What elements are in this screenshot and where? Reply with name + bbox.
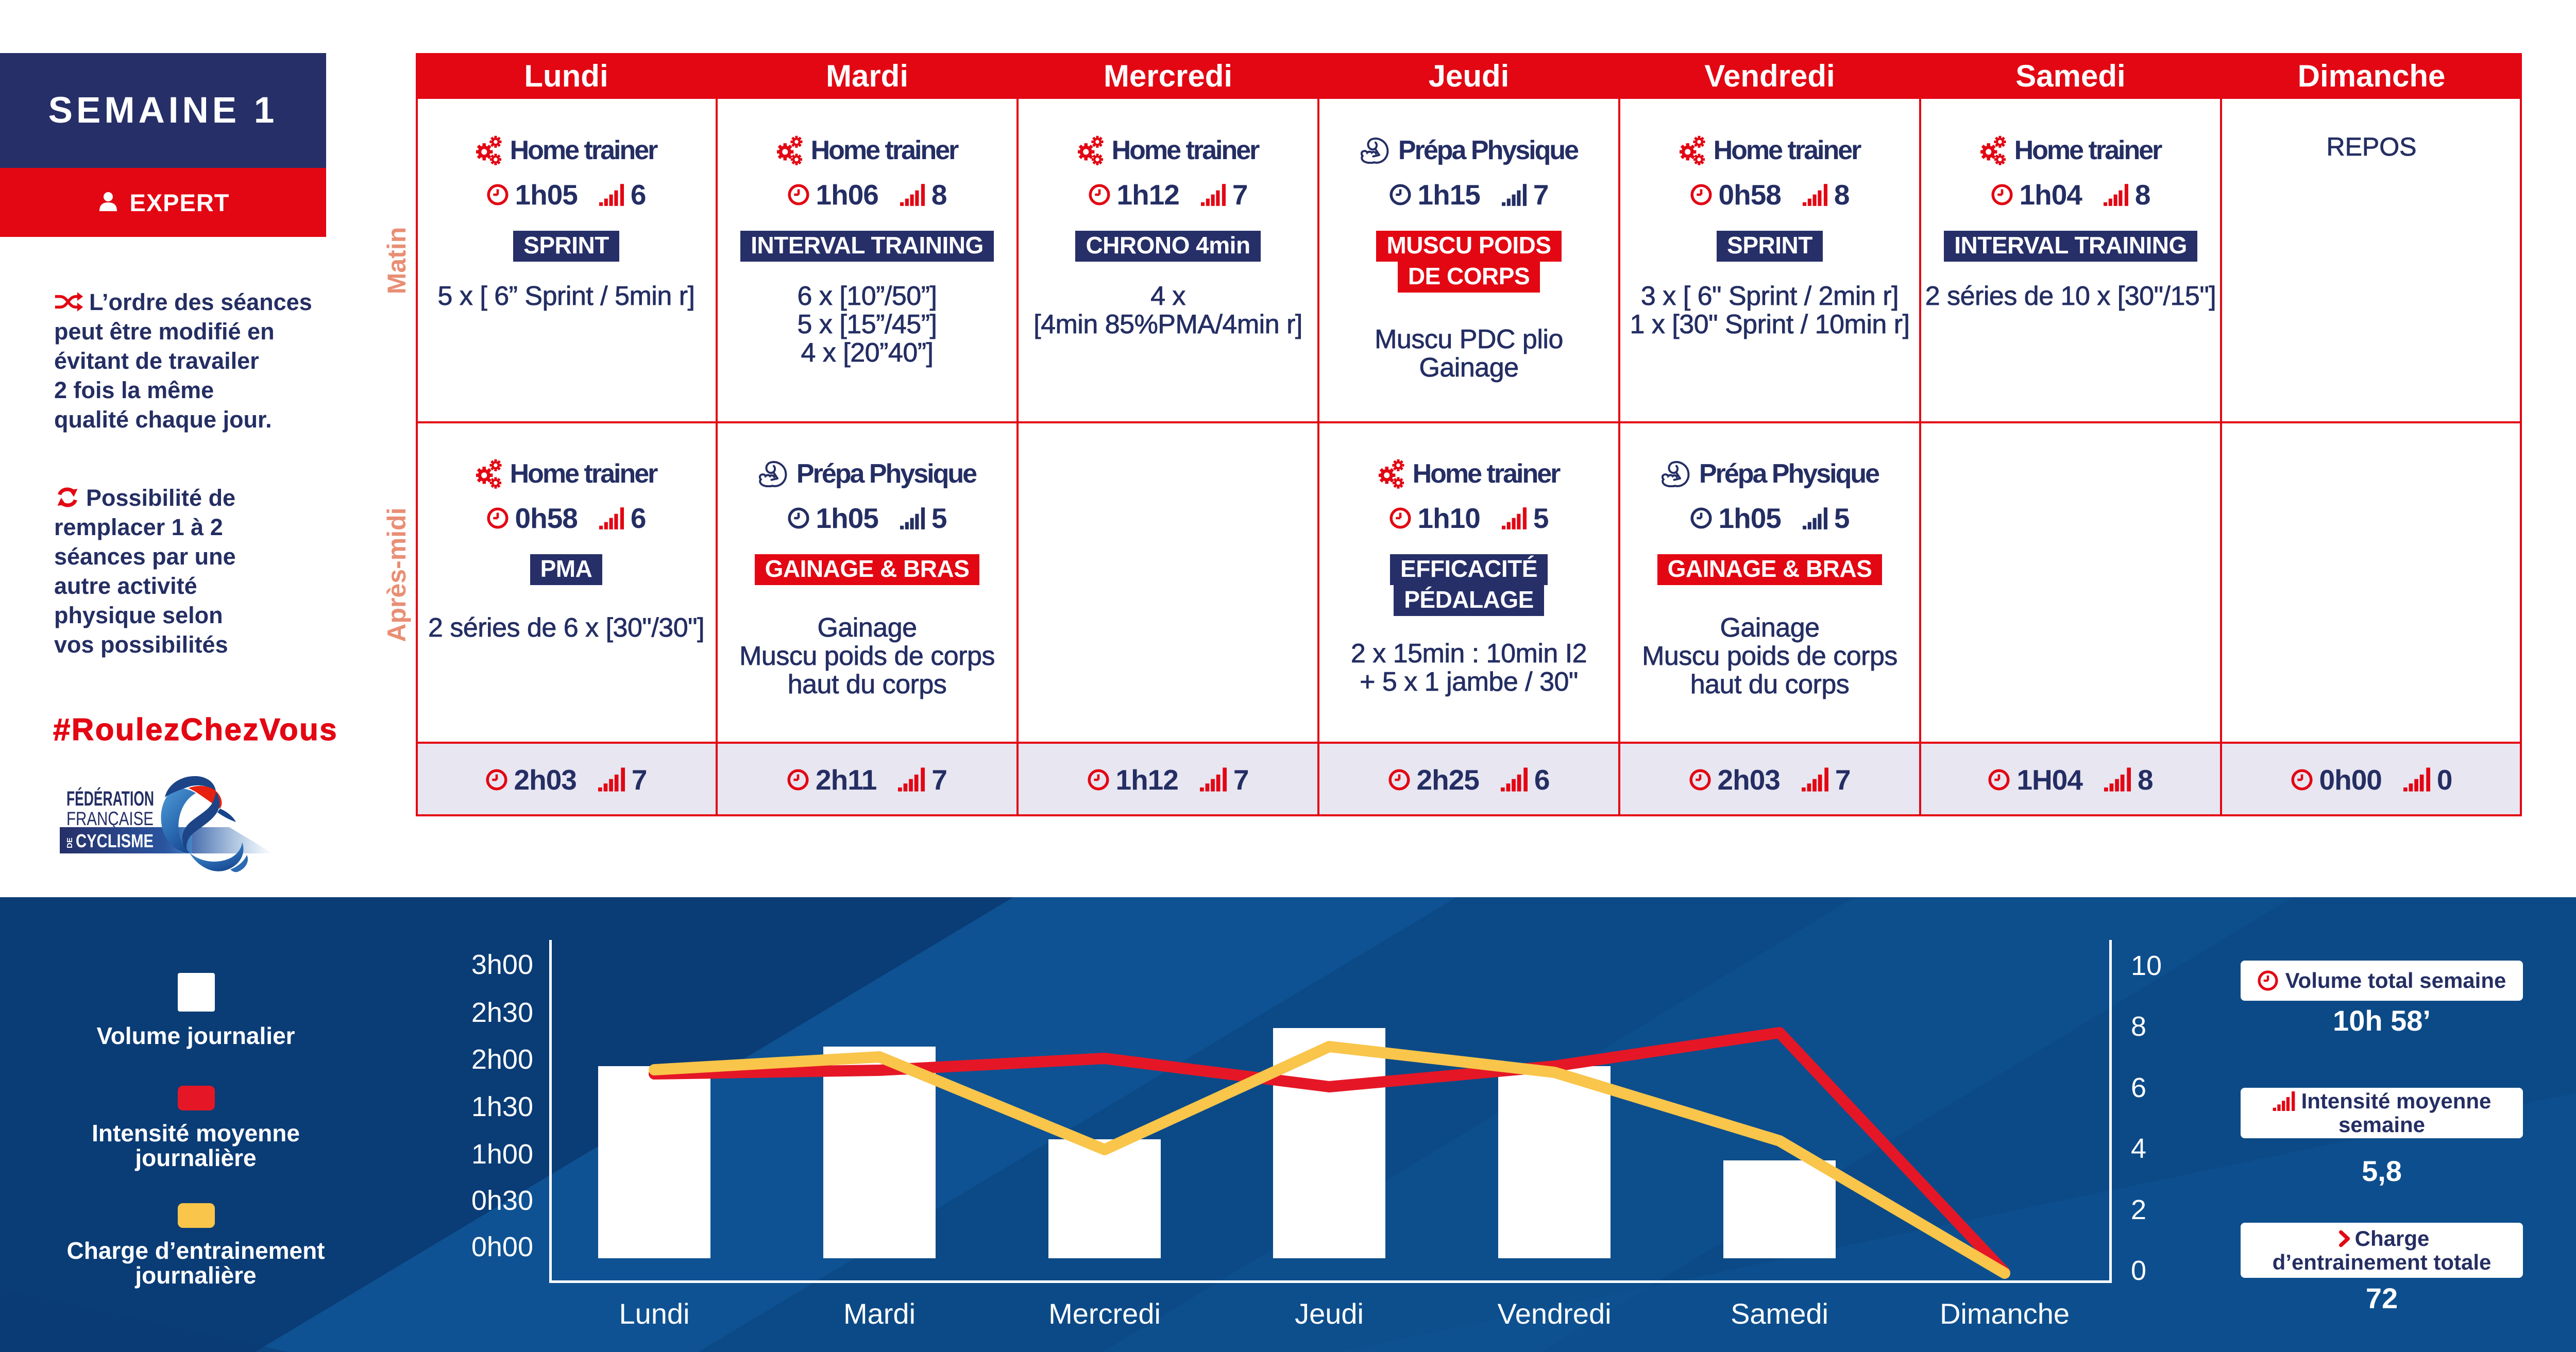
svg-text:FÉDÉRATION: FÉDÉRATION (66, 787, 154, 810)
svg-text:CYCLISME: CYCLISME (76, 830, 154, 851)
svg-text:FRANÇAISE: FRANÇAISE (66, 808, 154, 829)
svg-text:DE: DE (65, 837, 74, 848)
